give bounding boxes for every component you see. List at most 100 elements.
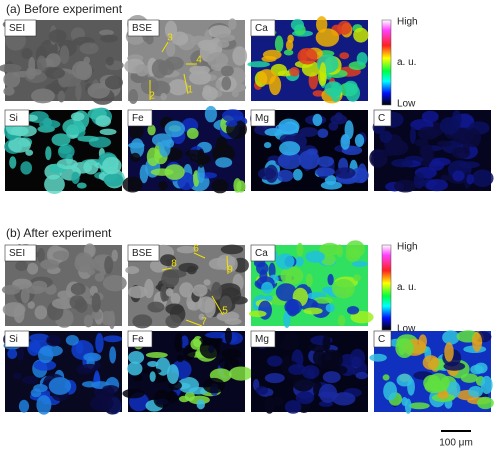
grain [87,83,110,99]
grain [350,310,374,324]
grain [80,363,99,372]
scale-bar-label: 100 μm [439,438,473,449]
grain [414,138,429,148]
panel-label: C [378,113,385,124]
grain [56,158,78,170]
grain [65,335,79,346]
grain [33,384,48,393]
grain [261,281,274,294]
grain [132,314,153,329]
grain [369,353,387,362]
grain [315,28,340,47]
grain [349,348,366,368]
grain [0,63,22,73]
grain [330,114,348,125]
grain [87,267,96,276]
grain [319,62,327,82]
annotation-line [226,255,229,275]
grain [128,89,139,105]
grain [38,347,54,364]
grain [160,92,168,101]
panel-label-box [250,244,276,262]
grain [419,145,429,159]
panel-label: Mg [255,334,269,345]
annotation-line [211,295,224,316]
grain [379,130,393,144]
grain [176,245,197,254]
grain [102,384,119,394]
grain [165,139,175,148]
grain [52,250,70,260]
grain [232,46,248,66]
grain [45,53,61,68]
grain [197,39,217,51]
grain [477,396,494,410]
grain [27,262,39,275]
grain [111,249,118,262]
grain [75,341,84,354]
map-panel: Si [4,107,125,195]
grain [100,310,115,326]
grain [25,149,34,156]
grain [220,244,244,255]
colorbar-mid: a. u. [397,57,416,68]
grain [75,82,82,101]
panel-label-box [250,109,276,127]
grain [45,146,52,161]
grain [37,247,45,263]
grain [325,303,335,313]
grain [168,79,189,96]
grain [105,56,114,66]
grain [13,373,23,380]
grain [33,359,57,371]
grain [20,161,33,175]
grain [203,279,211,286]
grain [57,144,75,160]
grain [176,354,184,363]
grain [423,374,441,391]
grain [451,147,471,160]
colorbar-low: Low [397,324,416,335]
grain [401,396,408,406]
panel-label: BSE [132,23,152,34]
grain [265,295,273,302]
grain [44,174,65,195]
grain [276,169,294,182]
grain [279,340,298,351]
grain [204,331,229,339]
grain [264,372,285,384]
grain [383,381,398,401]
panel-label: Ca [255,23,268,34]
colorbar-low: Low [397,99,416,110]
section-title: (a) Before experiment [6,2,123,16]
grain [409,126,416,144]
grain [247,61,271,68]
annotation: 4 [196,55,202,66]
map-panel: C [369,330,494,414]
panel-label-box [4,330,30,348]
grain [27,301,35,309]
panel-label-box [127,244,160,262]
map-panel: BSE [124,15,248,105]
grain [197,164,205,184]
grain [330,82,341,103]
grain [442,330,460,345]
grain [75,298,88,313]
grain [36,55,47,72]
colorbar-high: High [397,242,418,253]
grain [228,366,253,381]
grain [391,158,414,168]
grain [318,383,338,403]
grain [103,335,123,343]
grain [334,167,356,179]
grain [356,52,368,66]
grain [218,283,241,297]
map-panel: SEI [1,243,127,330]
grain [337,20,352,35]
grain [70,112,85,122]
grain [266,355,283,367]
colorbar-mid: a. u. [397,282,416,293]
grain [192,284,208,297]
grain [99,29,114,36]
grain [286,298,300,317]
